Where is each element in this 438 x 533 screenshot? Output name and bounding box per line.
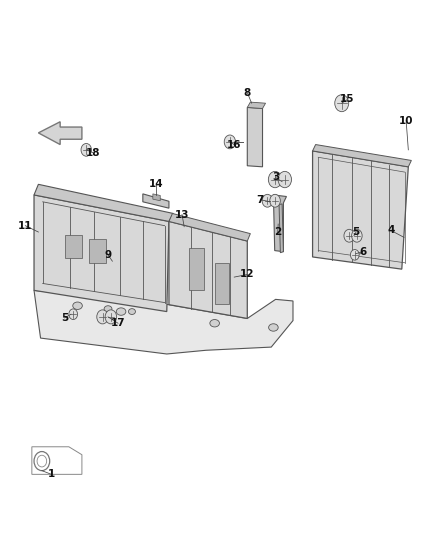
Text: 17: 17 [111, 318, 125, 328]
Text: 14: 14 [148, 179, 163, 189]
Circle shape [278, 172, 292, 188]
Ellipse shape [116, 308, 126, 316]
Ellipse shape [128, 309, 135, 314]
Polygon shape [169, 214, 251, 241]
Text: 15: 15 [340, 94, 355, 104]
Ellipse shape [104, 306, 112, 312]
Polygon shape [34, 184, 173, 221]
Text: 12: 12 [240, 270, 254, 279]
Circle shape [268, 172, 282, 188]
Text: 7: 7 [257, 195, 264, 205]
Circle shape [224, 135, 236, 149]
Text: 3: 3 [272, 172, 279, 182]
Circle shape [352, 229, 362, 242]
Circle shape [350, 249, 359, 260]
Text: 18: 18 [85, 148, 100, 158]
Circle shape [105, 310, 117, 324]
Polygon shape [153, 194, 160, 201]
Text: 4: 4 [387, 225, 395, 236]
Polygon shape [273, 195, 286, 252]
Circle shape [69, 309, 78, 319]
Polygon shape [313, 151, 408, 269]
Circle shape [81, 143, 92, 156]
Polygon shape [34, 195, 169, 312]
Text: 6: 6 [359, 247, 366, 257]
Polygon shape [247, 102, 265, 109]
Polygon shape [215, 263, 229, 304]
Text: 9: 9 [104, 250, 112, 260]
Polygon shape [188, 248, 204, 290]
Polygon shape [89, 239, 106, 263]
Text: 1: 1 [48, 470, 55, 479]
Polygon shape [313, 144, 411, 167]
Text: 16: 16 [227, 140, 241, 150]
Polygon shape [247, 108, 262, 167]
Polygon shape [65, 235, 82, 259]
Ellipse shape [210, 319, 219, 327]
Polygon shape [34, 290, 293, 354]
Ellipse shape [268, 324, 278, 331]
Polygon shape [169, 221, 247, 318]
Text: 13: 13 [175, 209, 189, 220]
Ellipse shape [73, 302, 82, 310]
Circle shape [344, 229, 354, 242]
Polygon shape [39, 122, 82, 144]
Text: 8: 8 [244, 87, 251, 98]
Text: 5: 5 [353, 227, 360, 237]
Circle shape [335, 95, 349, 112]
Text: 11: 11 [18, 221, 32, 231]
Text: 2: 2 [274, 227, 281, 237]
Polygon shape [279, 204, 283, 253]
Circle shape [262, 195, 273, 207]
Text: 10: 10 [399, 116, 413, 126]
Circle shape [97, 310, 108, 324]
Polygon shape [143, 194, 169, 208]
Text: 5: 5 [61, 313, 68, 323]
Circle shape [270, 195, 280, 207]
